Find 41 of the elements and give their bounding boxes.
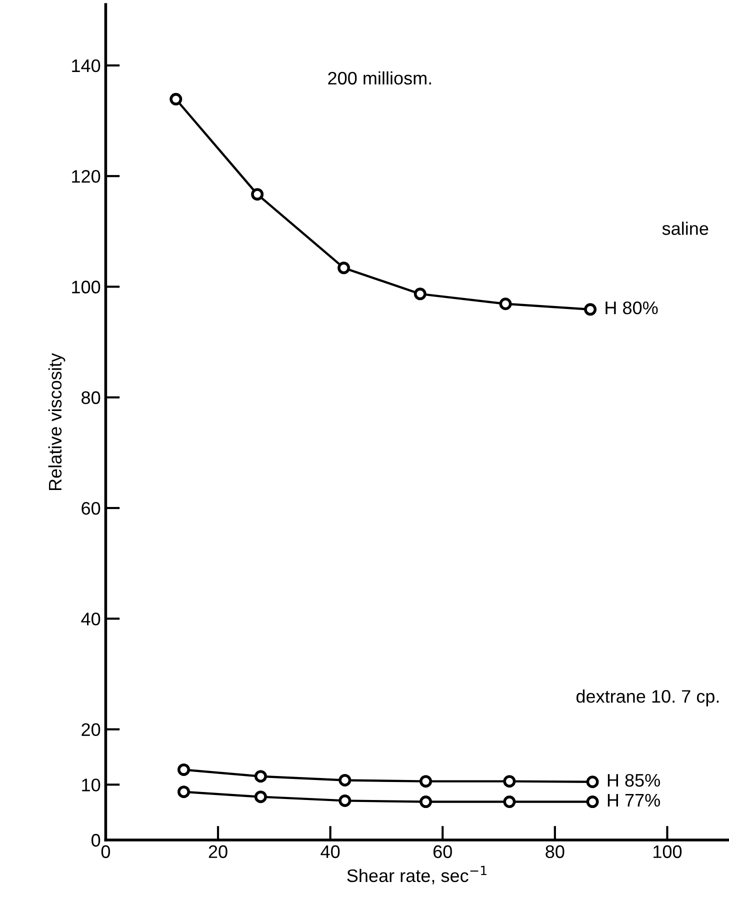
x-tick-label: 20 — [208, 845, 228, 858]
point — [584, 303, 597, 316]
annotation: saline — [662, 222, 708, 235]
y-tick-label: 10 — [82, 778, 100, 792]
series-label: H 80% — [606, 301, 658, 314]
y-tick-label: 60 — [82, 502, 100, 515]
series-label: H 85% — [608, 774, 660, 787]
point — [178, 763, 190, 776]
x-axis-title: Shear rate, sec$^{−1}$ — [347, 866, 486, 884]
series-label: H 77% — [608, 794, 660, 807]
x-tick-label: 80 — [546, 845, 564, 858]
x-tick-label: 0 — [101, 845, 110, 858]
point — [251, 188, 264, 201]
annotation: dextrane 10. 7 cp. — [576, 690, 719, 706]
point — [586, 796, 599, 808]
y-tick-label: 80 — [82, 391, 100, 404]
point — [338, 262, 350, 274]
point — [338, 774, 352, 786]
point — [420, 775, 432, 788]
y-axis-title: Relative viscosity — [48, 353, 66, 490]
point — [414, 288, 426, 300]
point — [586, 776, 599, 788]
y-tick-label: 140 — [72, 59, 100, 72]
y-tick-label: 0 — [92, 834, 100, 847]
point — [178, 786, 190, 798]
x-tick-label: 40 — [320, 845, 340, 858]
point — [420, 796, 432, 808]
x-tick-label: 100 — [654, 845, 682, 858]
point — [170, 92, 182, 106]
y-tick-label: 100 — [72, 280, 100, 294]
y-tick-label: 40 — [81, 612, 100, 626]
point — [503, 796, 516, 808]
point — [338, 794, 352, 807]
point — [499, 298, 512, 310]
point — [254, 790, 267, 804]
y-tick-label: 20 — [82, 723, 100, 736]
x-tick-label: 60 — [434, 845, 452, 858]
point — [254, 770, 267, 783]
annotation: 200 milliosm. — [328, 71, 431, 85]
y-tick-label: 120 — [72, 170, 100, 183]
point — [503, 775, 516, 788]
